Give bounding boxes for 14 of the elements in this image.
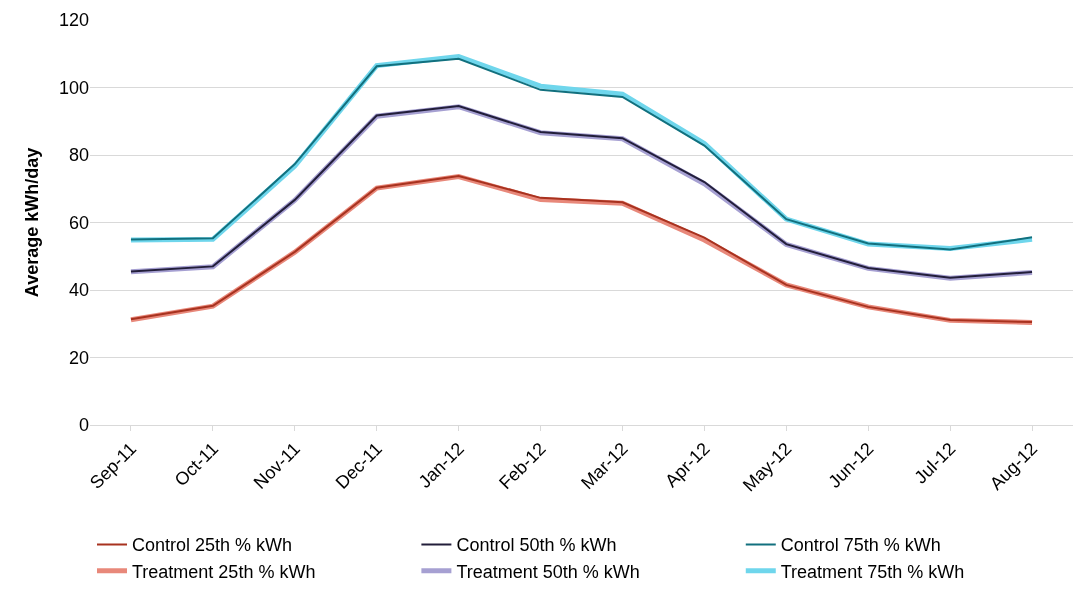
legend-label: Treatment 25th % kWh <box>132 561 316 582</box>
y-axis-title: Average kWh/day <box>22 147 43 298</box>
y-tick-label: 40 <box>68 280 89 301</box>
y-tick-label: 120 <box>58 10 89 31</box>
y-tick-label: 20 <box>68 347 89 368</box>
y-tick-label: 0 <box>78 415 89 436</box>
legend-label: Control 50th % kWh <box>456 535 617 556</box>
y-tick-label: 100 <box>58 77 89 98</box>
legend-label: Treatment 75th % kWh <box>780 561 965 582</box>
y-tick-label: 80 <box>68 145 89 166</box>
legend-label: Control 25th % kWh <box>132 535 293 556</box>
legend-label: Control 75th % kWh <box>780 535 941 556</box>
legend-label: Treatment 50th % kWh <box>456 561 640 582</box>
y-tick-label: 60 <box>68 212 89 233</box>
